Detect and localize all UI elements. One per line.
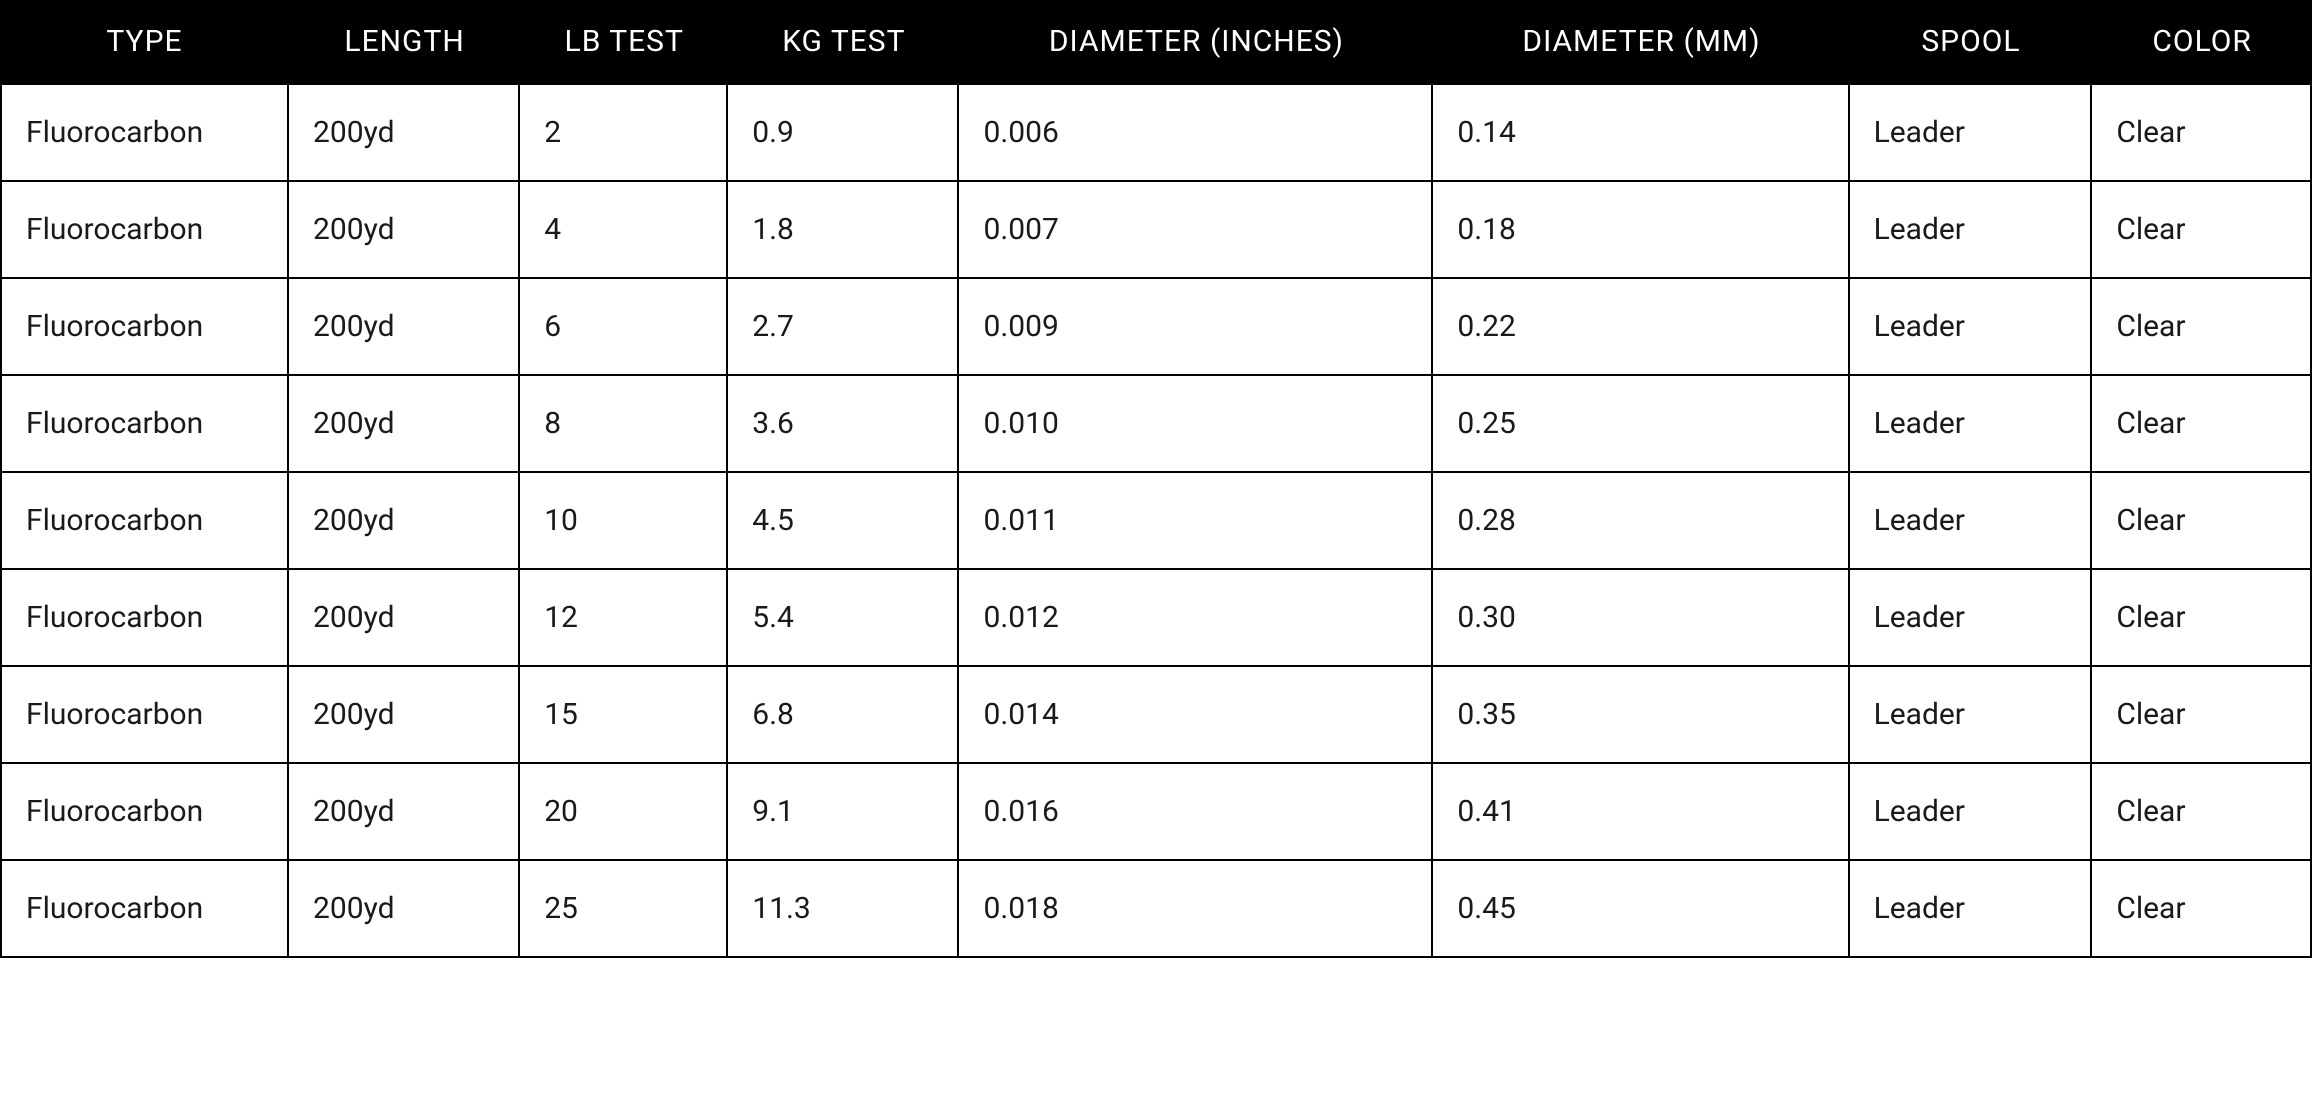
table-body: Fluorocarbon 200yd 2 0.9 0.006 0.14 Lead… [0, 83, 2312, 958]
col-header-diain: DIAMETER (INCHES) [959, 0, 1433, 83]
cell-type: Fluorocarbon [0, 667, 289, 764]
cell-lbtest: 8 [520, 376, 728, 473]
cell-lbtest: 25 [520, 861, 728, 958]
cell-length: 200yd [289, 570, 520, 667]
cell-type: Fluorocarbon [0, 279, 289, 376]
cell-spool: Leader [1850, 570, 2093, 667]
cell-type: Fluorocarbon [0, 764, 289, 861]
cell-lbtest: 10 [520, 473, 728, 570]
cell-lbtest: 12 [520, 570, 728, 667]
table-row: Fluorocarbon 200yd 20 9.1 0.016 0.41 Lea… [0, 764, 2312, 861]
cell-type: Fluorocarbon [0, 83, 289, 182]
col-header-spool: SPOOL [1850, 0, 2093, 83]
cell-length: 200yd [289, 279, 520, 376]
cell-spool: Leader [1850, 182, 2093, 279]
cell-color: Clear [2092, 861, 2312, 958]
cell-color: Clear [2092, 764, 2312, 861]
cell-diamm: 0.22 [1433, 279, 1849, 376]
cell-type: Fluorocarbon [0, 182, 289, 279]
col-header-diamm: DIAMETER (MM) [1433, 0, 1849, 83]
cell-kgtest: 1.8 [728, 182, 959, 279]
cell-lbtest: 6 [520, 279, 728, 376]
spec-table: TYPE LENGTH LB TEST KG TEST DIAMETER (IN… [0, 0, 2312, 958]
cell-diain: 0.010 [959, 376, 1433, 473]
col-header-color: COLOR [2092, 0, 2312, 83]
cell-diain: 0.016 [959, 764, 1433, 861]
cell-diamm: 0.35 [1433, 667, 1849, 764]
col-header-type: TYPE [0, 0, 289, 83]
cell-spool: Leader [1850, 279, 2093, 376]
cell-lbtest: 4 [520, 182, 728, 279]
cell-lbtest: 2 [520, 83, 728, 182]
cell-kgtest: 6.8 [728, 667, 959, 764]
cell-color: Clear [2092, 83, 2312, 182]
table-row: Fluorocarbon 200yd 15 6.8 0.014 0.35 Lea… [0, 667, 2312, 764]
cell-type: Fluorocarbon [0, 570, 289, 667]
cell-diamm: 0.28 [1433, 473, 1849, 570]
cell-color: Clear [2092, 279, 2312, 376]
table-header-row: TYPE LENGTH LB TEST KG TEST DIAMETER (IN… [0, 0, 2312, 83]
cell-diamm: 0.45 [1433, 861, 1849, 958]
col-header-lbtest: LB TEST [520, 0, 728, 83]
cell-kgtest: 11.3 [728, 861, 959, 958]
cell-lbtest: 15 [520, 667, 728, 764]
cell-length: 200yd [289, 83, 520, 182]
cell-color: Clear [2092, 473, 2312, 570]
cell-kgtest: 0.9 [728, 83, 959, 182]
cell-spool: Leader [1850, 861, 2093, 958]
cell-color: Clear [2092, 570, 2312, 667]
cell-diain: 0.009 [959, 279, 1433, 376]
cell-length: 200yd [289, 764, 520, 861]
cell-length: 200yd [289, 376, 520, 473]
cell-kgtest: 3.6 [728, 376, 959, 473]
cell-color: Clear [2092, 376, 2312, 473]
cell-type: Fluorocarbon [0, 376, 289, 473]
table-row: Fluorocarbon 200yd 4 1.8 0.007 0.18 Lead… [0, 182, 2312, 279]
cell-spool: Leader [1850, 764, 2093, 861]
cell-diamm: 0.18 [1433, 182, 1849, 279]
cell-spool: Leader [1850, 83, 2093, 182]
cell-length: 200yd [289, 861, 520, 958]
cell-type: Fluorocarbon [0, 861, 289, 958]
table-row: Fluorocarbon 200yd 12 5.4 0.012 0.30 Lea… [0, 570, 2312, 667]
table-row: Fluorocarbon 200yd 8 3.6 0.010 0.25 Lead… [0, 376, 2312, 473]
cell-diain: 0.018 [959, 861, 1433, 958]
table-row: Fluorocarbon 200yd 6 2.7 0.009 0.22 Lead… [0, 279, 2312, 376]
cell-diamm: 0.14 [1433, 83, 1849, 182]
cell-type: Fluorocarbon [0, 473, 289, 570]
cell-diain: 0.006 [959, 83, 1433, 182]
cell-kgtest: 2.7 [728, 279, 959, 376]
cell-length: 200yd [289, 667, 520, 764]
cell-color: Clear [2092, 182, 2312, 279]
col-header-length: LENGTH [289, 0, 520, 83]
table-row: Fluorocarbon 200yd 2 0.9 0.006 0.14 Lead… [0, 83, 2312, 182]
col-header-kgtest: KG TEST [728, 0, 959, 83]
cell-diamm: 0.41 [1433, 764, 1849, 861]
table-row: Fluorocarbon 200yd 25 11.3 0.018 0.45 Le… [0, 861, 2312, 958]
cell-lbtest: 20 [520, 764, 728, 861]
cell-diamm: 0.25 [1433, 376, 1849, 473]
cell-color: Clear [2092, 667, 2312, 764]
cell-diain: 0.014 [959, 667, 1433, 764]
cell-spool: Leader [1850, 473, 2093, 570]
cell-spool: Leader [1850, 376, 2093, 473]
cell-spool: Leader [1850, 667, 2093, 764]
cell-kgtest: 9.1 [728, 764, 959, 861]
cell-diain: 0.011 [959, 473, 1433, 570]
cell-diain: 0.012 [959, 570, 1433, 667]
cell-diamm: 0.30 [1433, 570, 1849, 667]
table-header: TYPE LENGTH LB TEST KG TEST DIAMETER (IN… [0, 0, 2312, 83]
cell-kgtest: 4.5 [728, 473, 959, 570]
cell-diain: 0.007 [959, 182, 1433, 279]
cell-length: 200yd [289, 473, 520, 570]
cell-length: 200yd [289, 182, 520, 279]
cell-kgtest: 5.4 [728, 570, 959, 667]
table-row: Fluorocarbon 200yd 10 4.5 0.011 0.28 Lea… [0, 473, 2312, 570]
